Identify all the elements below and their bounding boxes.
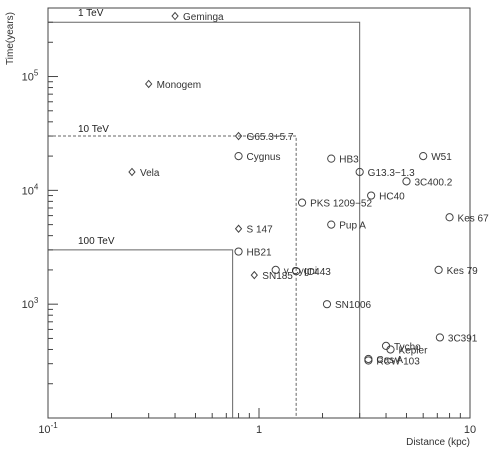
diamond-marker: [128, 167, 136, 177]
point-label: G13.3−1.3: [368, 168, 415, 179]
circle-marker: [327, 154, 336, 163]
energy-boundary-3: [48, 249, 234, 418]
point-label: Kes 79: [447, 266, 479, 277]
point-label: SN1006: [335, 300, 372, 311]
diamond-marker: [171, 11, 179, 21]
circle-marker: [355, 167, 364, 177]
energy-boundary-1: [48, 21, 361, 418]
energy-label-1: 1 TeV: [78, 8, 104, 19]
circle-marker: [364, 356, 373, 365]
data-markers: [128, 11, 454, 365]
circle-marker: [327, 220, 336, 229]
circle-marker: [234, 151, 243, 161]
circle-marker: [292, 267, 301, 276]
x-axis-label: Distance (kpc): [406, 437, 470, 448]
circle-marker: [419, 151, 428, 161]
circle-marker: [445, 213, 454, 222]
point-label: G65.3+5.7: [247, 132, 294, 143]
y-tick-label: 103: [22, 296, 39, 311]
circle-marker: [434, 265, 443, 275]
point-label: 3C391: [448, 333, 478, 344]
point-label: γ Cygni: [284, 266, 317, 277]
data-labels: Geminga Monogem G65.3+5.7 Vela S 147 SN185 Cyg…: [140, 12, 489, 367]
point-label: IC443: [304, 267, 331, 278]
circle-marker: [435, 333, 444, 342]
point-label: Tycho: [394, 342, 421, 353]
y-tick-label: 104: [22, 182, 39, 197]
point-label: 3C400.2: [414, 177, 452, 188]
y-axis-label: Time(years): [5, 12, 16, 65]
point-label: SN185: [262, 271, 293, 282]
point-label: Kepler: [399, 345, 429, 356]
diamond-marker: [145, 79, 153, 89]
energy-label-2: 10 TeV: [78, 124, 109, 135]
point-label: RCW 103: [376, 357, 420, 368]
point-label: HB21: [247, 248, 272, 259]
circle-marker: [386, 345, 395, 354]
point-label: Cygnus: [247, 152, 281, 163]
point-label: HB3: [339, 155, 359, 166]
point-label: W51: [431, 152, 452, 163]
circle-marker: [402, 177, 411, 186]
point-label: Geminga: [183, 12, 224, 23]
diamond-marker: [250, 270, 258, 280]
energy-boundary-2: [48, 135, 297, 418]
point-label: Monogem: [157, 80, 201, 91]
diamond-marker: [234, 131, 243, 141]
x-tick-label: 1: [256, 424, 262, 436]
axes: 10-1 1 10 103 104 105: [22, 7, 476, 436]
circle-marker: [367, 191, 376, 200]
energy-regions: 1 TeV 10 TeV 100 TeV: [48, 8, 361, 418]
point-label: Pup A: [339, 221, 366, 232]
circle-marker: [322, 300, 332, 309]
point-label: HC40: [379, 192, 405, 203]
x-tick-label: 10: [464, 424, 476, 436]
circle-marker: [297, 198, 307, 207]
circle-marker: [271, 265, 280, 275]
circle-marker: [234, 247, 243, 256]
point-label: Cas A: [376, 355, 403, 366]
point-label: PKS 1209−52: [310, 199, 372, 210]
point-label: Vela: [140, 168, 160, 179]
y-tick-label: 105: [22, 69, 39, 84]
point-label: Kes 67: [458, 213, 490, 224]
point-label: S 147: [247, 225, 274, 236]
energy-label-3: 100 TeV: [78, 236, 115, 247]
x-tick-label: 10-1: [38, 421, 58, 436]
diamond-marker: [234, 224, 243, 234]
